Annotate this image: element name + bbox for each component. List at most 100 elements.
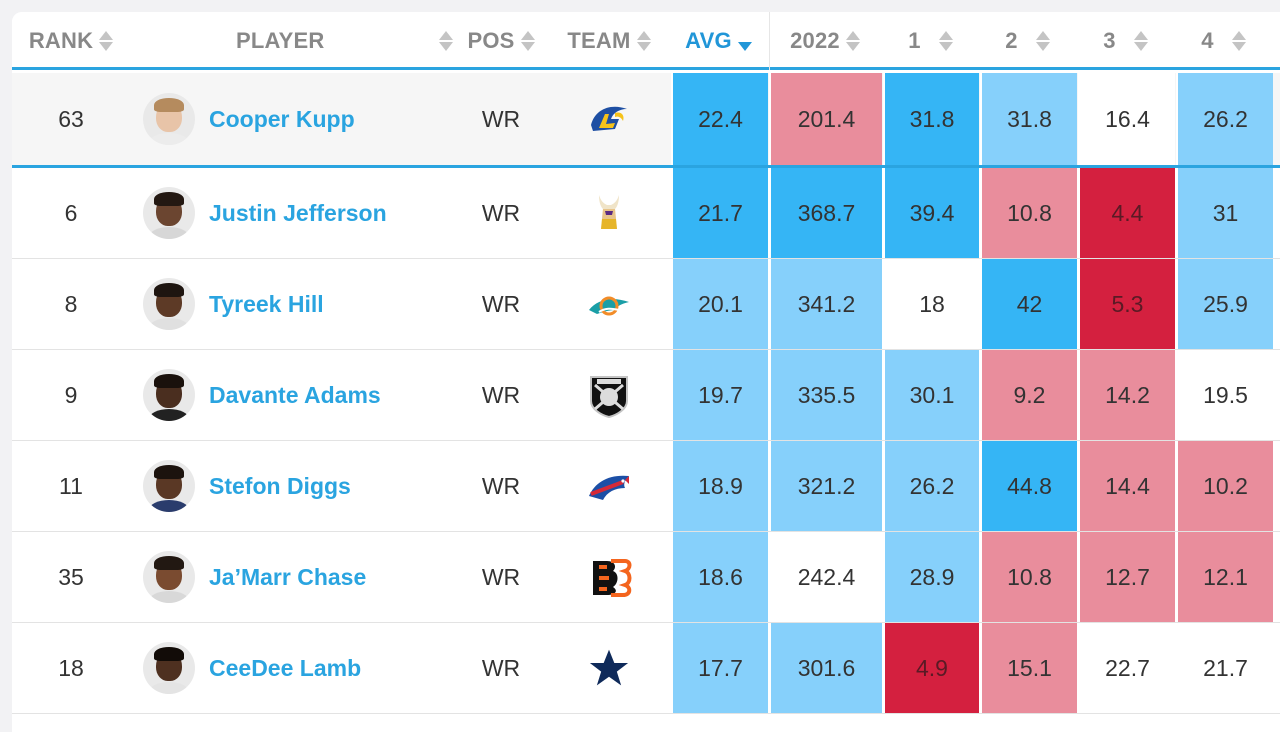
stat-cell: 22.7 (1078, 623, 1175, 713)
table-row[interactable]: 35 Ja’Marr Chase WR 18.6 242.4 28.9 10.8 12.7… (12, 532, 1280, 623)
col-player-header[interactable]: PLAYER (130, 12, 453, 70)
stat-cell: 25.9 (1176, 259, 1273, 349)
col-week1-header[interactable]: 1 (883, 12, 978, 70)
bengals-logo (585, 553, 633, 601)
sort-icon (99, 30, 114, 52)
player-cell: Ja’Marr Chase (130, 532, 453, 622)
stat-cell: 21.7 (1176, 623, 1273, 713)
table-row[interactable]: 11 Stefon Diggs WR 18.9 321.2 26.2 44.8 14.4 1… (12, 441, 1280, 532)
rank-cell: 18 (58, 654, 84, 681)
cowboys-logo (585, 644, 633, 692)
player-name-link[interactable]: Justin Jefferson (209, 199, 387, 226)
team-cell (549, 168, 669, 258)
stat-cell: 31.8 (883, 73, 979, 165)
player-cell: Tyreek Hill (130, 259, 453, 349)
col-avg-header[interactable]: AVG (671, 12, 766, 70)
stat-cell: 5.3 (1078, 259, 1175, 349)
player-avatar (143, 187, 195, 239)
col-team-header[interactable]: TEAM (549, 12, 669, 70)
stat-cell: 18.6 (671, 532, 768, 622)
vikings-logo (585, 189, 633, 237)
sort-icon (439, 30, 453, 52)
stat-cell: 14.4 (1078, 441, 1175, 531)
player-cell: Davante Adams (130, 350, 453, 440)
raiders-logo (585, 371, 633, 419)
stat-cell: 42 (980, 259, 1077, 349)
stat-cell: 18 (883, 259, 979, 349)
player-avatar (143, 369, 195, 421)
stat-cell: 335.5 (769, 350, 882, 440)
sort-desc-icon (737, 30, 752, 52)
sort-icon (938, 30, 953, 52)
stat-cell: 39.4 (883, 168, 979, 258)
team-cell (549, 350, 669, 440)
stat-cell: 10.8 (980, 168, 1077, 258)
sort-icon (845, 30, 860, 52)
stat-cell: 28.9 (883, 532, 979, 622)
table-row[interactable]: 9 Davante Adams WR 19.7 335.5 30.1 9.2 14.2 19… (12, 350, 1280, 441)
stat-cell: 242.4 (769, 532, 882, 622)
sort-icon (520, 30, 535, 52)
table-row[interactable]: 8 Tyreek Hill WR 20.1 341.2 18 42 5.3 25.9 (12, 259, 1280, 350)
table-header: RANK PLAYER POS TEAM AVG 2022 1 2 3 4 (12, 12, 1280, 70)
col-pos-header[interactable]: POS (453, 12, 549, 70)
rank-cell: 9 (64, 381, 78, 408)
player-cell: Stefon Diggs (130, 441, 453, 531)
rank-cell: 8 (64, 290, 78, 317)
stat-cell: 301.6 (769, 623, 882, 713)
stat-cell: 12.7 (1078, 532, 1175, 622)
stat-cell: 26.2 (883, 441, 979, 531)
player-name-link[interactable]: Davante Adams (209, 381, 381, 408)
team-cell (549, 623, 669, 713)
rank-cell: 6 (64, 199, 78, 226)
position-cell: WR (481, 563, 521, 590)
stat-cell: 16.4 (1078, 73, 1175, 165)
col-week2-header[interactable]: 2 (980, 12, 1075, 70)
stat-cell: 31.8 (980, 73, 1077, 165)
stat-cell: 12.1 (1176, 532, 1273, 622)
pinned-player-row[interactable]: 63 Cooper Kupp WR 22.4 201.4 31.8 31.8 16.4 26… (12, 73, 1280, 168)
sort-icon (636, 30, 651, 52)
table-row[interactable]: 18 CeeDee Lamb WR 17.7 301.6 4.9 15.1 22.7 21.… (12, 623, 1280, 714)
player-avatar (143, 642, 195, 694)
player-name-link[interactable]: Cooper Kupp (209, 105, 355, 132)
stat-cell: 201.4 (769, 73, 882, 165)
player-cell: CeeDee Lamb (130, 623, 453, 713)
stat-cell: 30.1 (883, 350, 979, 440)
stat-cell: 9.2 (980, 350, 1077, 440)
position-cell: WR (481, 381, 521, 408)
stat-cell: 4.4 (1078, 168, 1175, 258)
position-cell: WR (481, 199, 521, 226)
stat-cell: 17.7 (671, 623, 768, 713)
position-cell: WR (481, 654, 521, 681)
player-name-link[interactable]: Stefon Diggs (209, 472, 351, 499)
stat-cell: 368.7 (769, 168, 882, 258)
team-cell (549, 441, 669, 531)
stat-cell: 19.7 (671, 350, 768, 440)
col-rank-header[interactable]: RANK (12, 12, 130, 70)
player-avatar (143, 93, 195, 145)
stat-cell: 44.8 (980, 441, 1077, 531)
stat-cell: 10.2 (1176, 441, 1273, 531)
position-cell: WR (481, 472, 521, 499)
sort-icon (1133, 30, 1148, 52)
stat-cell: 341.2 (769, 259, 882, 349)
player-cell: Cooper Kupp (130, 73, 453, 165)
player-name-link[interactable]: Ja’Marr Chase (209, 563, 367, 590)
stat-cell: 19.5 (1176, 350, 1273, 440)
stat-cell: 22.4 (671, 73, 768, 165)
player-avatar (143, 278, 195, 330)
stat-cell: 321.2 (769, 441, 882, 531)
rams-logo (585, 95, 633, 143)
player-avatar (143, 551, 195, 603)
col-2022-header[interactable]: 2022 (769, 12, 881, 70)
stat-cell: 20.1 (671, 259, 768, 349)
col-week3-header[interactable]: 3 (1078, 12, 1173, 70)
stat-cell: 14.2 (1078, 350, 1175, 440)
player-name-link[interactable]: CeeDee Lamb (209, 654, 362, 681)
sort-icon (1231, 30, 1246, 52)
col-week4-header[interactable]: 4 (1176, 12, 1271, 70)
sort-icon (1035, 30, 1050, 52)
table-row[interactable]: 6 Justin Jefferson WR 21.7 368.7 39.4 10.8 4.… (12, 168, 1280, 259)
player-name-link[interactable]: Tyreek Hill (209, 290, 324, 317)
